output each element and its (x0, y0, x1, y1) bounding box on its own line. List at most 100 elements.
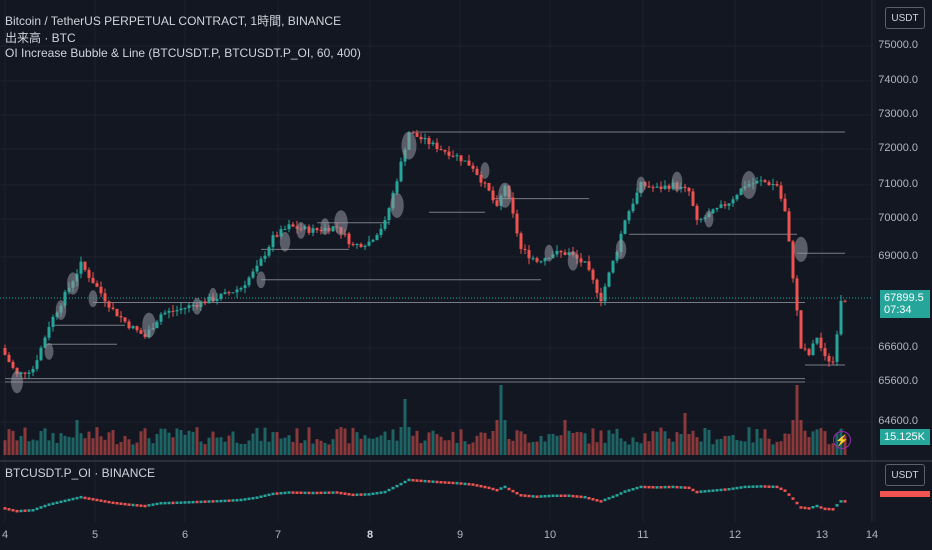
oi-candle (79, 495, 83, 499)
oi-candle (135, 504, 139, 507)
time-tick-label: 5 (91, 529, 99, 541)
time-tick-label: 8 (366, 529, 374, 541)
currency-button[interactable]: USDT (885, 7, 925, 29)
volume-bar (583, 433, 587, 455)
oi-candle (63, 499, 67, 503)
oi-candle (411, 478, 415, 482)
volume-bar (443, 440, 447, 455)
volume-bar (747, 427, 751, 455)
volume-bar (579, 432, 583, 455)
volume-bar (343, 428, 347, 455)
candle-body (759, 180, 763, 182)
volume-bar (807, 437, 811, 455)
candle-body (655, 186, 659, 188)
oi-candle (47, 503, 51, 506)
indicator-legend[interactable]: OI Increase Bubble & Line (BTCUSDT.P, BT… (5, 46, 361, 60)
oi-candle (163, 501, 167, 505)
oi-candle (795, 501, 799, 505)
volume-bar (107, 432, 111, 455)
volume-bar (347, 443, 351, 455)
volume-bar (203, 444, 207, 455)
volume-bar (227, 435, 231, 455)
volume-bar (531, 441, 535, 455)
volume-bar (423, 440, 427, 455)
oi-candle (359, 493, 363, 496)
volume-bar (51, 433, 55, 455)
candle-body (287, 224, 291, 230)
oi-candle (695, 490, 699, 494)
candle-body (663, 185, 667, 189)
oi-candle (731, 487, 735, 490)
time-tick-label: 9 (456, 529, 464, 541)
candle-body (163, 312, 167, 315)
volume-bar (551, 433, 555, 455)
candle-body (331, 226, 335, 232)
oi-candle (379, 491, 383, 494)
volume-bar (511, 440, 515, 455)
oi-candle (559, 494, 563, 498)
volume-bar (419, 443, 423, 455)
oi-candle (375, 491, 379, 495)
oi-candle (159, 502, 163, 505)
candle-body (695, 205, 699, 220)
volume-bar (3, 440, 7, 455)
oi-candle (755, 485, 759, 488)
volume-legend[interactable]: 出来高 · BTC (5, 31, 76, 45)
oi-candle (191, 500, 195, 504)
sub-currency-button[interactable]: USDT (885, 464, 925, 486)
oi-candle (547, 494, 551, 498)
oi-candle (639, 485, 643, 489)
candle-body (427, 137, 431, 145)
volume-bar (811, 431, 815, 455)
volume-bar (619, 438, 623, 455)
volume-bar (139, 431, 143, 455)
price-tick-label: 74000.0 (878, 74, 918, 86)
volume-bar (687, 434, 691, 455)
candle-body (591, 269, 595, 280)
volume-bar (699, 441, 703, 455)
volume-bar (75, 420, 79, 455)
oi-bubble (334, 210, 348, 236)
oi-candle (743, 485, 747, 489)
volume-bar (319, 440, 323, 455)
volume-bar (143, 428, 147, 455)
oi-candle (43, 504, 47, 508)
oi-candle (619, 492, 623, 495)
time-tick-label: 6 (181, 529, 189, 541)
volume-bar (435, 434, 439, 455)
candle-body (555, 250, 559, 255)
volume-bar (267, 441, 271, 455)
volume-bar (415, 430, 419, 455)
candle-body (155, 321, 159, 329)
candle-body (583, 261, 587, 263)
volume-bar (627, 444, 631, 455)
volume-bar (179, 429, 183, 455)
volume-bar (167, 432, 171, 455)
oi-legend[interactable]: BTCUSDT.P_OI · BINANCE (5, 466, 156, 480)
candle-body (311, 228, 315, 233)
oi-candle (87, 497, 91, 500)
volume-bar (7, 429, 11, 455)
candle-body (223, 292, 227, 294)
volume-bar (351, 427, 355, 455)
volume-bar (471, 442, 475, 455)
volume-bar (131, 444, 135, 455)
volume-bar (723, 435, 727, 455)
oi-bubble (209, 287, 217, 302)
volume-bar (451, 431, 455, 455)
volume-bar (791, 420, 795, 455)
oi-bubble (544, 244, 554, 262)
volume-bar (703, 427, 707, 455)
candle-body (239, 287, 243, 290)
lightning-icon[interactable]: ⚡ (833, 431, 851, 449)
symbol-legend[interactable]: Bitcoin / TetherUS PERPETUAL CONTRACT, 1… (5, 14, 342, 28)
price-tick-label: 73000.0 (878, 108, 918, 120)
volume-bar (95, 427, 99, 455)
candle-body (623, 220, 627, 234)
candle-body (267, 247, 271, 256)
volume-bar (767, 438, 771, 455)
candle-body (803, 348, 807, 350)
candle-body (183, 307, 187, 309)
candle-body (579, 258, 583, 263)
